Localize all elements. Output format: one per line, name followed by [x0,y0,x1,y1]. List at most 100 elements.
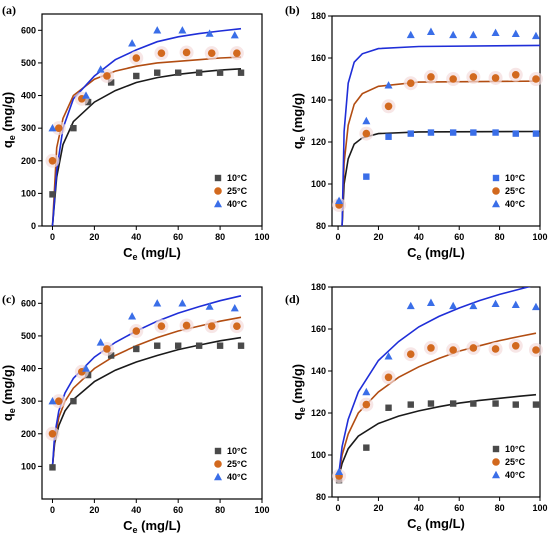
legend-marker [492,199,500,208]
data-point [532,401,540,408]
data-point [532,130,540,137]
data-point [335,196,344,204]
chart-panel-2: (c) 0 20 40 60 80 100 100 200 300 400 500 600 qe (mg/… [0,286,270,533]
y-axis-label: qe (mg/g) [0,92,17,148]
data-point [49,191,56,198]
data-point [54,397,63,405]
data-point [132,327,141,335]
data-point [153,26,162,34]
data-point [207,49,216,57]
y-tick-label: 500 [21,58,36,68]
data-point [70,397,77,405]
data-point [174,69,182,76]
x-tick-label: 40 [414,232,424,242]
data-point [491,74,500,82]
x-tick-label: 60 [173,232,183,242]
x-tick-label: 100 [254,232,269,242]
x-tick-label: 20 [373,503,383,513]
data-point [335,467,344,475]
data-point [363,173,370,180]
data-point [512,401,519,408]
legend-marker [492,445,500,453]
x-tick-label: 80 [495,503,505,513]
data-point [426,298,435,306]
x-tick-label: 40 [131,232,141,242]
data-point [362,116,371,125]
panel-label: (d) [285,292,300,306]
data-point [449,75,457,83]
y-tick-label: 0 [31,221,36,231]
data-point [128,312,137,320]
data-point [182,321,191,330]
y-tick-label: 160 [311,324,326,334]
data-point [195,69,203,76]
y-axis-label: qe (mg/g) [290,364,307,420]
fit-curve [341,44,540,226]
data-point [427,129,435,136]
data-point [133,345,140,353]
chart-panel-1: (b) 0 20 40 60 80 100 80 100 120 140 160 180 qe (mg/g… [285,3,548,262]
x-axis-label: Ce (mg/L) [407,516,465,533]
data-point [157,322,166,330]
data-point [449,346,457,354]
x-tick-label: 100 [532,503,547,513]
fit-curve [338,287,532,472]
legend-marker [492,187,500,195]
x-tick-label: 0 [50,505,55,515]
data-point [384,373,393,382]
x-tick-label: 20 [89,232,99,242]
data-point [103,72,111,80]
data-point [469,73,478,81]
data-point [205,302,214,310]
x-tick-label: 60 [454,232,464,242]
data-point [469,301,478,310]
x-tick-label: 40 [131,505,141,515]
fit-curve [51,336,242,467]
legend-label: 25°C [227,186,248,196]
x-tick-label: 60 [454,503,464,513]
legend-label: 10°C [505,444,526,454]
data-point [449,301,458,310]
x-tick-label: 0 [336,503,341,513]
data-point [531,302,540,311]
data-point [362,129,371,138]
data-point [491,299,500,307]
data-point [70,124,77,132]
data-point [154,69,161,76]
fit-curve [338,332,537,475]
data-point [511,71,520,79]
legend-marker [214,460,222,468]
data-point [154,342,161,349]
data-point [407,401,414,408]
data-point [153,299,162,307]
data-point [427,344,435,352]
data-point [233,49,241,57]
data-point [449,400,457,407]
data-point [174,342,182,349]
y-tick-label: 180 [311,11,326,21]
legend-marker [492,174,500,182]
legend-marker [214,447,222,455]
data-point [128,39,137,47]
data-point [84,98,92,106]
data-point [406,79,415,87]
legend-marker [492,458,500,466]
data-point [107,79,115,86]
x-axis-label: Ce (mg/L) [407,245,465,262]
data-point [96,65,105,73]
data-point [133,72,140,80]
plot-frame [331,286,541,498]
data-point [216,342,224,349]
plot-frame [41,286,263,500]
data-point [237,342,245,349]
legend-label: 25°C [227,459,248,469]
data-point [48,396,57,405]
y-axis-label: qe (mg/g) [0,365,17,421]
plot-frame [331,15,541,227]
data-point [385,133,392,140]
data-point [49,464,56,471]
data-point [48,156,57,165]
data-point [207,322,216,330]
x-tick-label: 0 [336,232,341,242]
